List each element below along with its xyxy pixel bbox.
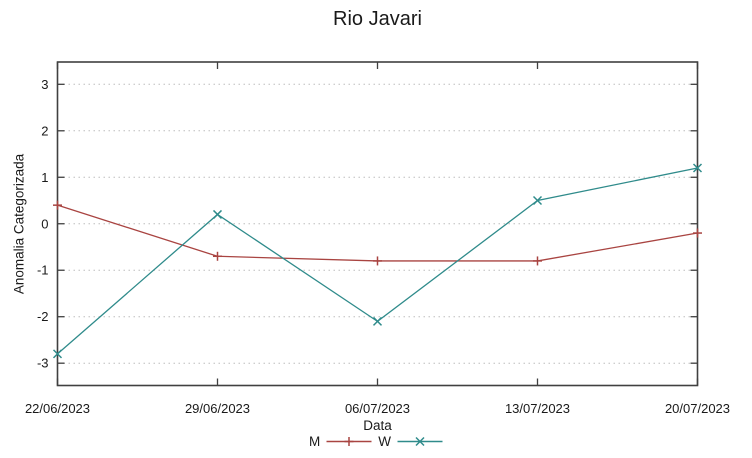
x-tick-label: 06/07/2023 <box>345 401 410 416</box>
legend: M W <box>0 434 752 449</box>
legend-label-m: M <box>309 434 321 449</box>
y-tick-label: 1 <box>41 170 48 185</box>
y-tick-label: -3 <box>37 356 49 371</box>
x-tick-label: 20/07/2023 <box>665 401 730 416</box>
x-axis-title: Data <box>363 418 392 433</box>
y-tick-label: 3 <box>41 77 48 92</box>
legend-marker-cross <box>415 436 425 447</box>
marker-cross-w <box>532 195 543 206</box>
series-line-m <box>57 204 698 262</box>
chart-title: Rio Javari <box>333 8 422 30</box>
marker-cross-w <box>692 163 703 173</box>
marker-cross-w <box>372 316 383 326</box>
marker-cross-w <box>52 349 63 359</box>
y-tick-label: 2 <box>41 123 48 138</box>
x-tick-label: 22/06/2023 <box>25 401 90 416</box>
plot-border <box>56 61 699 387</box>
x-tick-label: 29/06/2023 <box>185 401 250 416</box>
x-tick-label: 13/07/2023 <box>505 401 570 416</box>
y-tick-label: 0 <box>41 216 48 231</box>
legend-sample-w <box>397 436 443 447</box>
y-tick-label: -2 <box>37 309 49 324</box>
y-tick-label: -1 <box>37 263 49 278</box>
legend-sample-m <box>326 437 372 446</box>
marker-cross-w <box>212 209 223 219</box>
legend-item-w: W <box>378 434 443 449</box>
legend-label-w: W <box>378 434 391 449</box>
legend-item-m: M <box>309 434 372 449</box>
